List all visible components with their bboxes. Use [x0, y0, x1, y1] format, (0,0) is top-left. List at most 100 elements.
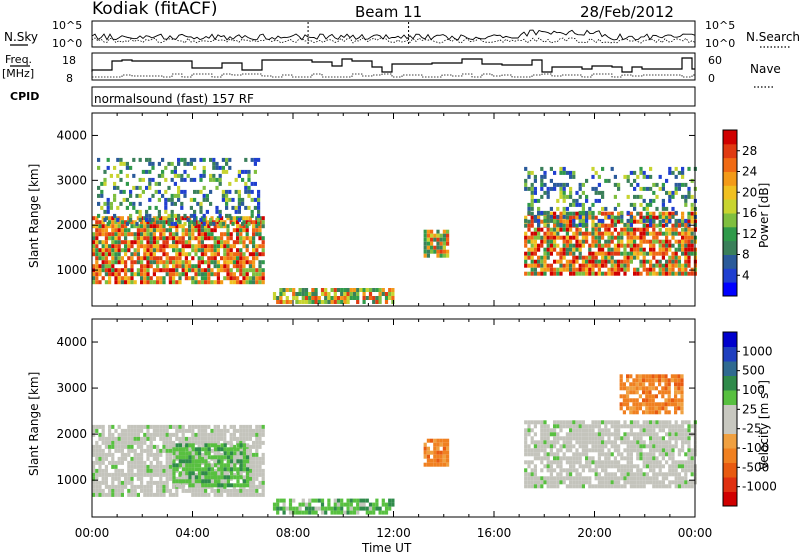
data-cell	[188, 479, 192, 484]
data-cell	[204, 252, 208, 257]
data-cell	[232, 488, 236, 493]
data-cell	[177, 197, 181, 202]
data-cell	[527, 251, 531, 256]
velocity-scatter	[92, 374, 697, 515]
data-cell	[575, 267, 579, 272]
data-cell	[223, 467, 227, 472]
data-cell	[245, 448, 249, 453]
data-cell	[159, 452, 163, 457]
data-cell	[368, 506, 373, 511]
data-cell	[92, 492, 96, 497]
data-cell	[645, 394, 649, 399]
data-cell	[623, 263, 627, 268]
data-cell	[225, 201, 229, 206]
data-cell	[626, 239, 630, 244]
data-cell	[597, 456, 601, 461]
data-cell	[645, 202, 649, 207]
colorbar-tick-label: 16	[742, 206, 757, 220]
data-cell	[143, 232, 147, 237]
data-cell	[207, 232, 211, 237]
data-cell	[246, 471, 250, 476]
data-cell	[658, 231, 662, 236]
data-cell	[193, 221, 197, 226]
data-cell	[133, 456, 137, 461]
data-cell	[356, 292, 360, 296]
data-cell	[215, 177, 219, 182]
data-cell	[239, 440, 243, 445]
data-cell	[127, 248, 131, 253]
data-cell	[617, 420, 621, 425]
data-cell	[214, 479, 218, 484]
data-cell	[585, 194, 589, 199]
data-cell	[257, 193, 261, 198]
data-cell	[619, 374, 623, 379]
data-cell	[604, 215, 608, 220]
data-cell	[230, 455, 234, 460]
data-cell	[175, 488, 179, 493]
data-cell	[127, 276, 131, 281]
data-cell	[124, 440, 128, 445]
data-cell	[690, 219, 694, 224]
data-cell	[143, 272, 147, 277]
data-cell	[562, 166, 566, 171]
data-cell	[559, 271, 563, 276]
data-cell	[202, 165, 206, 170]
data-cell	[111, 248, 115, 253]
data-cell	[654, 402, 658, 407]
data-cell	[540, 186, 544, 191]
data-cell	[559, 424, 563, 429]
data-cell	[565, 460, 569, 465]
data-cell	[540, 432, 544, 437]
data-cell	[98, 456, 102, 461]
data-cell	[645, 452, 649, 457]
data-cell	[591, 420, 595, 425]
data-cell	[92, 480, 96, 485]
data-cell	[132, 201, 136, 206]
data-cell	[626, 374, 630, 379]
data-cell	[601, 190, 605, 195]
data-cell	[216, 492, 220, 497]
data-cell	[145, 157, 149, 162]
data-cell	[252, 428, 256, 433]
data-cell	[120, 492, 124, 497]
data-cell	[143, 276, 147, 281]
data-cell	[654, 394, 658, 399]
data-cell	[194, 467, 198, 472]
data-cell	[423, 245, 427, 250]
data-cell	[130, 224, 134, 229]
data-cell	[162, 236, 166, 241]
data-cell	[537, 420, 541, 425]
data-cell	[168, 452, 172, 457]
data-cell	[430, 462, 434, 467]
data-cell	[261, 260, 265, 265]
data-cell	[111, 232, 115, 237]
data-cell	[188, 424, 192, 429]
data-cell	[215, 217, 219, 222]
data-cell	[193, 209, 197, 214]
data-cell	[543, 215, 547, 220]
data-cell	[572, 436, 576, 441]
data-cell	[674, 174, 678, 179]
data-cell	[671, 190, 675, 195]
data-cell	[391, 300, 395, 304]
data-cell	[687, 420, 691, 425]
data-cell	[648, 382, 652, 387]
data-cell	[279, 296, 283, 300]
data-cell	[613, 460, 617, 465]
data-cell	[136, 484, 140, 489]
data-cell	[114, 224, 118, 229]
data-cell	[680, 374, 684, 379]
data-cell	[575, 235, 579, 240]
data-cell	[114, 276, 118, 281]
data-cell	[569, 219, 573, 224]
data-cell	[674, 166, 678, 171]
data-cell	[677, 432, 681, 437]
data-cell	[391, 498, 395, 503]
data-cell	[433, 458, 437, 463]
data-cell	[223, 264, 227, 269]
data-cell	[149, 264, 153, 269]
data-cell	[668, 247, 672, 252]
data-cell	[165, 484, 169, 489]
data-cell	[156, 448, 160, 453]
data-cell	[553, 247, 557, 252]
